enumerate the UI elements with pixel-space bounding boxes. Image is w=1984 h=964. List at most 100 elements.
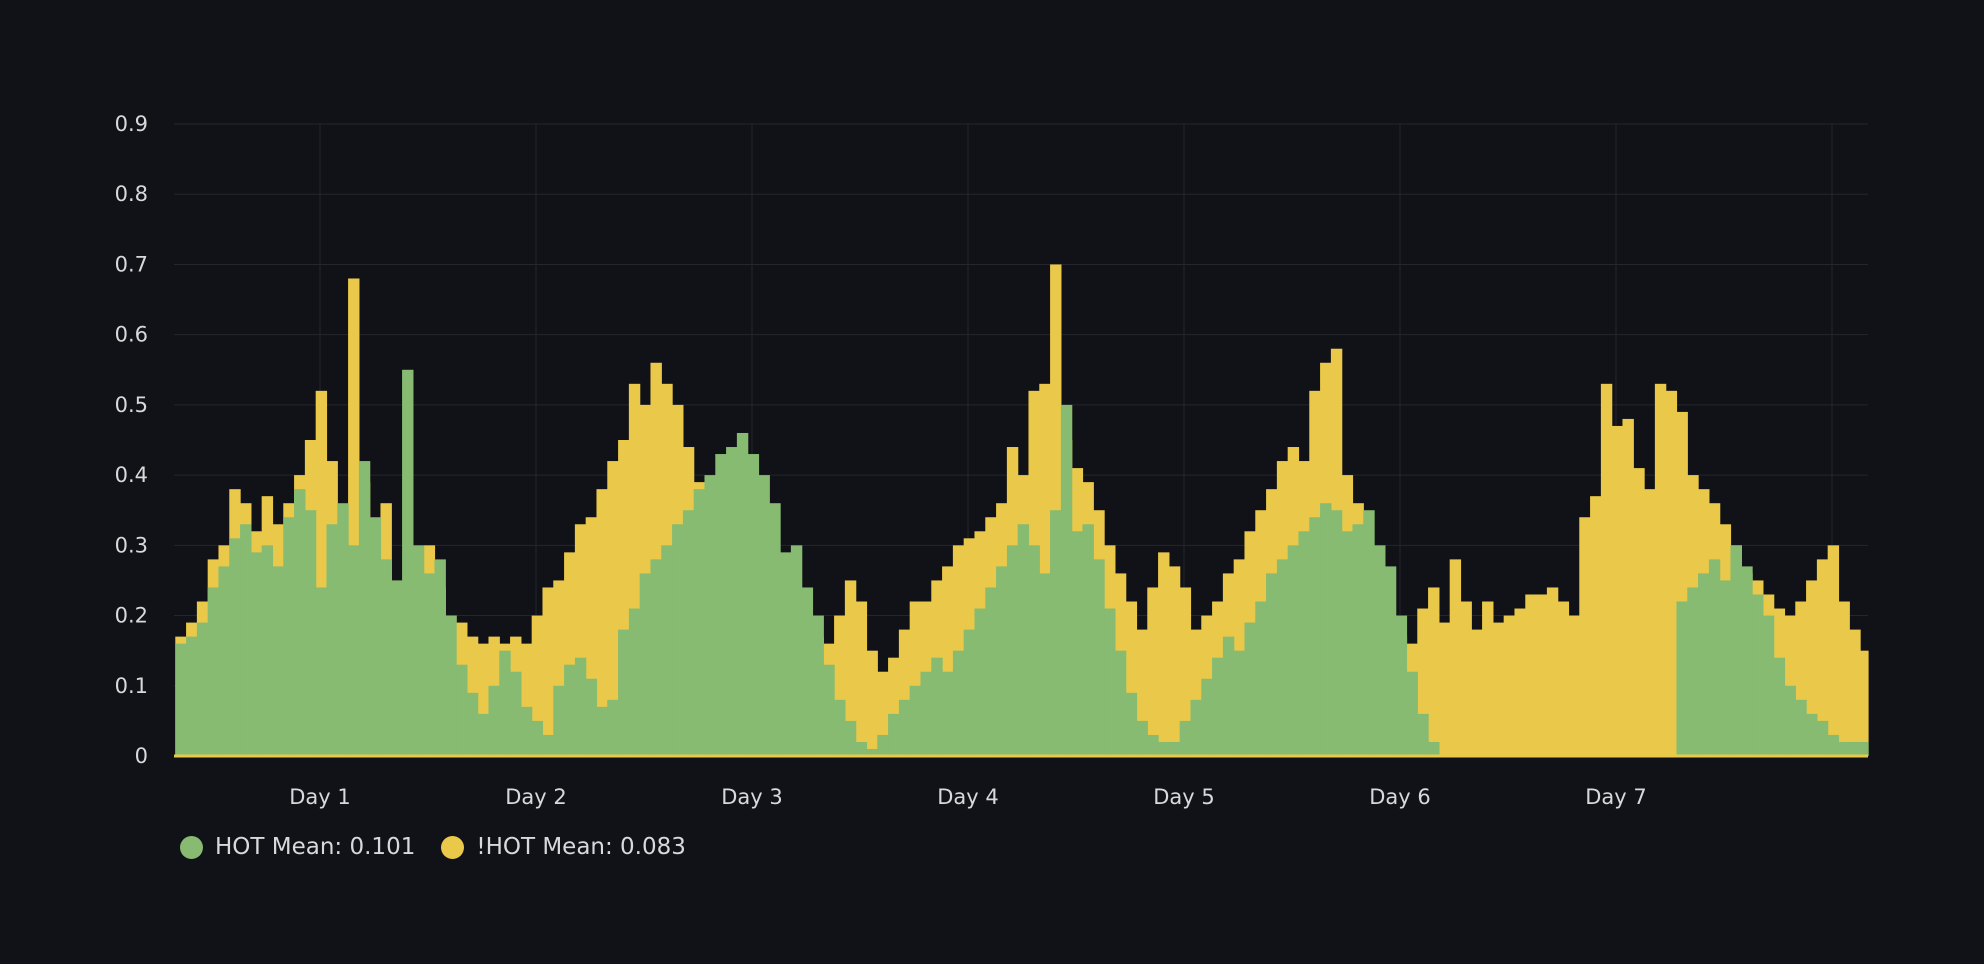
data-bar [553, 580, 565, 756]
data-bar [1071, 531, 1084, 756]
data-bar [866, 650, 878, 756]
data-bar [326, 524, 338, 756]
data-bar [639, 573, 652, 756]
data-bar [661, 545, 673, 756]
data-bar [1579, 517, 1591, 756]
data-bar [1438, 622, 1451, 756]
data-bar [1147, 734, 1159, 756]
data-bar [240, 524, 252, 756]
data-bar [1687, 587, 1699, 756]
data-bar [520, 643, 533, 756]
data-bar [1838, 601, 1850, 756]
data-bar [1341, 531, 1354, 756]
y-tick-label: 0.2 [115, 604, 148, 628]
data-bar [1622, 418, 1634, 756]
data-bar [769, 503, 781, 756]
x-tick-label: Day 3 [721, 785, 783, 809]
data-bar [1125, 601, 1138, 756]
data-bar [272, 566, 284, 756]
data-bar [1600, 383, 1613, 756]
data-bar [412, 545, 425, 756]
data-bar [510, 671, 522, 756]
data-bar [607, 699, 619, 756]
data-bar [499, 650, 511, 756]
data-bar [834, 615, 846, 756]
data-bar [607, 461, 619, 756]
data-bar [348, 545, 360, 756]
data-bar [445, 615, 457, 756]
data-bar [1849, 629, 1861, 756]
data-bar [780, 552, 792, 756]
x-tick-label: Day 1 [289, 785, 351, 809]
data-bar [844, 580, 857, 756]
data-bar [1644, 489, 1656, 756]
data-bar [736, 432, 749, 756]
data-bar [1352, 524, 1364, 756]
data-bar [963, 629, 976, 756]
data-bar [1428, 741, 1440, 756]
data-bar [1784, 685, 1796, 756]
data-bar [1276, 559, 1289, 756]
data-bar [1665, 390, 1678, 756]
data-bar [1611, 425, 1624, 756]
data-bar [834, 699, 846, 756]
data-bar [855, 741, 868, 756]
data-bar [1212, 657, 1224, 756]
data-bar [628, 608, 641, 756]
data-bar [920, 671, 932, 756]
data-bar [358, 461, 371, 756]
data-bar [1017, 524, 1030, 756]
data-bar [369, 517, 382, 756]
data-bar [1827, 734, 1840, 756]
data-bar [1298, 531, 1310, 756]
data-bar [574, 524, 587, 756]
legend-item-hot[interactable]: HOT Mean: 0.101 [180, 834, 415, 860]
data-bar [186, 636, 198, 756]
data-bar [1104, 608, 1116, 756]
data-bar [1503, 615, 1516, 756]
data-bar [909, 685, 922, 756]
data-bar [488, 685, 500, 756]
data-bar [1363, 510, 1375, 756]
data-bar [585, 517, 598, 756]
data-bar [348, 278, 360, 756]
data-bar [898, 699, 911, 756]
data-bar [1147, 587, 1159, 756]
data-bar [628, 383, 641, 756]
data-bar [1374, 545, 1386, 756]
data-bar [1773, 657, 1786, 756]
data-bar [553, 685, 565, 756]
data-bar [1201, 678, 1213, 756]
data-bar [1028, 545, 1040, 756]
data-bar [1082, 524, 1094, 756]
data-bar [520, 706, 533, 756]
data-bar [218, 566, 230, 756]
data-bar [715, 454, 727, 756]
data-bar [196, 622, 209, 756]
data-bar [261, 545, 274, 756]
data-bar [1816, 720, 1829, 756]
data-bar [1266, 573, 1278, 756]
data-bar [1492, 622, 1505, 756]
data-bar [1158, 552, 1170, 756]
data-bar [1860, 741, 1869, 756]
data-bar [477, 713, 490, 756]
x-axis: Day 1 Day 2 Day 3 Day 4 Day 5 Day 6 Day 7 [289, 785, 1647, 809]
data-bar [1816, 559, 1829, 756]
series-layer [174, 264, 1869, 758]
data-bar [801, 587, 814, 756]
data-bar [1795, 601, 1807, 756]
legend-label-not-hot: !HOT Mean: 0.083 [476, 834, 686, 860]
data-bar [1568, 615, 1580, 756]
data-bar [1136, 629, 1148, 756]
data-bar [402, 369, 414, 756]
data-bar [931, 657, 943, 756]
data-bar [1762, 615, 1775, 756]
data-bar [1806, 580, 1818, 756]
data-bar [1536, 594, 1548, 756]
data-bar [315, 390, 328, 756]
data-bar [823, 664, 835, 756]
data-bar [596, 489, 608, 756]
legend-label-hot: HOT Mean: 0.101 [215, 834, 416, 860]
legend-item-not-hot[interactable]: !HOT Mean: 0.083 [441, 834, 686, 860]
